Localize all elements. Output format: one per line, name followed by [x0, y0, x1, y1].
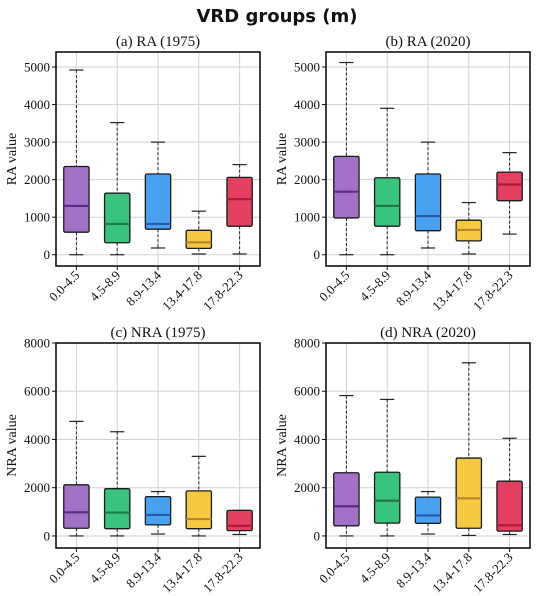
y-tick-label: 5000 [24, 60, 50, 75]
y-tick-label: 2000 [294, 172, 320, 187]
x-tick-label: 17.8-22.3 [470, 550, 516, 596]
y-tick-label: 3000 [294, 135, 320, 150]
x-tick-label: 0.0-4.5 [46, 268, 83, 305]
box-4 [226, 164, 253, 255]
y-tick-label: 3000 [24, 135, 50, 150]
box-iqr [414, 496, 442, 525]
chart-title: (a) RA (1975) [116, 34, 200, 50]
y-tick-label: 0 [314, 247, 321, 262]
x-tick-label: 0.0-4.5 [316, 550, 353, 587]
box-4 [226, 509, 253, 536]
x-tick-label: 4.5-8.9 [357, 268, 394, 305]
box-iqr [455, 457, 483, 529]
y-tick-label: 0 [314, 528, 321, 543]
y-tick-label: 6000 [24, 384, 50, 399]
box-iqr [103, 192, 131, 244]
box-iqr [373, 177, 401, 227]
x-tick-label: 17.8-22.3 [200, 268, 246, 314]
box-3 [455, 362, 483, 537]
y-tick-label: 8000 [24, 336, 50, 351]
y-tick-label: 8000 [294, 336, 320, 351]
x-tick-label: 17.8-22.3 [470, 268, 516, 314]
y-tick-label: 4000 [24, 432, 50, 447]
box-0 [333, 394, 360, 537]
y-tick-label: 2000 [24, 172, 50, 187]
box-iqr [144, 495, 172, 526]
box-1 [103, 431, 131, 537]
chart-title: (d) NRA (2020) [380, 325, 476, 341]
y-tick-label: 2000 [24, 480, 50, 495]
y-tick-label: 6000 [294, 384, 320, 399]
x-tick-label: 0.0-4.5 [46, 550, 83, 587]
box-iqr [333, 155, 360, 219]
box-2 [414, 490, 442, 535]
x-tick-label: 17.8-22.3 [200, 550, 246, 596]
box-1 [373, 398, 401, 537]
y-tick-label: 1000 [294, 210, 320, 225]
figure-title: VRD groups (m) [196, 6, 357, 27]
box-0 [333, 61, 360, 256]
box-iqr [414, 173, 442, 232]
x-tick-label: 4.5-8.9 [87, 550, 124, 587]
y-tick-label: 1000 [24, 210, 50, 225]
y-tick-label: 0 [44, 528, 51, 543]
box-iqr [103, 488, 131, 530]
box-2 [414, 141, 442, 249]
box-iqr [496, 480, 523, 532]
x-tick-label: 4.5-8.9 [357, 550, 394, 587]
box-iqr [496, 171, 523, 202]
x-tick-label: 13.4-17.8 [159, 268, 205, 314]
y-axis-label: NRA value [275, 414, 290, 477]
box-0 [63, 420, 90, 537]
box-1 [373, 107, 401, 256]
box-4 [496, 437, 523, 536]
box-3 [185, 455, 213, 537]
y-axis-label: RA value [275, 133, 290, 186]
box-iqr [63, 484, 90, 529]
box-3 [455, 201, 483, 255]
box-2 [144, 490, 172, 535]
box-4 [496, 152, 523, 235]
y-tick-label: 4000 [294, 97, 320, 112]
box-iqr [185, 490, 213, 530]
x-tick-label: 13.4-17.8 [159, 550, 205, 596]
y-axis-label: RA value [5, 133, 20, 186]
box-2 [144, 141, 172, 249]
x-tick-label: 13.4-17.8 [429, 268, 475, 314]
y-tick-label: 0 [44, 247, 51, 262]
box-3 [185, 210, 213, 255]
y-tick-label: 4000 [24, 97, 50, 112]
y-tick-label: 5000 [294, 60, 320, 75]
x-tick-label: 0.0-4.5 [316, 268, 353, 305]
box-iqr [63, 165, 90, 233]
box-1 [103, 121, 131, 256]
y-axis-label: NRA value [5, 414, 20, 477]
chart-title: (b) RA (2020) [386, 34, 471, 50]
y-tick-label: 2000 [294, 480, 320, 495]
box-iqr [226, 509, 253, 532]
box-iqr [144, 173, 172, 230]
x-tick-label: 13.4-17.8 [429, 550, 475, 596]
x-tick-label: 4.5-8.9 [87, 268, 124, 305]
box-0 [63, 69, 90, 256]
box-iqr [333, 472, 360, 527]
box-iqr [373, 471, 401, 524]
y-tick-label: 4000 [294, 432, 320, 447]
chart-title: (c) NRA (1975) [111, 325, 206, 341]
box-iqr [226, 176, 253, 227]
box-iqr [185, 229, 213, 250]
